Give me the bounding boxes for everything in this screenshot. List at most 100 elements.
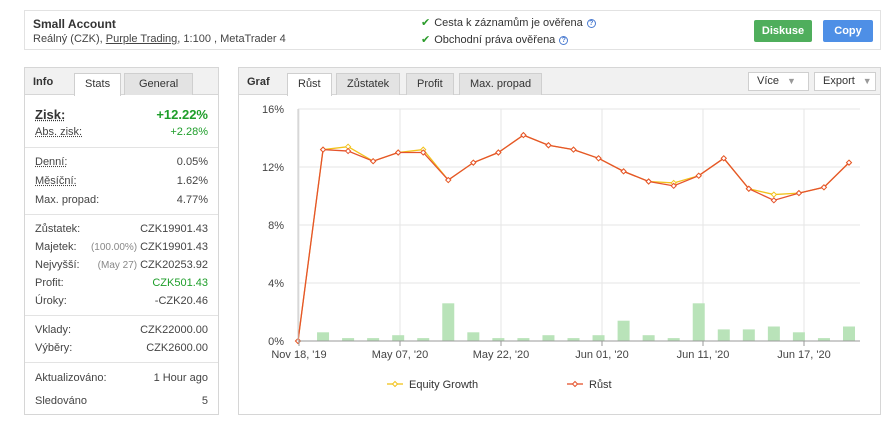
account-header: Small Account Reálný (CZK), Purple Tradi… [24,10,881,50]
stat-label: Denní: [35,156,68,168]
tab-profit[interactable]: Profit [406,73,454,95]
y-tick-label: 12% [262,162,284,174]
graph-title: Graf [247,76,270,88]
broker-link[interactable]: Purple Trading [105,33,178,45]
stat-highest: Nejvyšší: (May 27) CZK20253.92 [35,259,208,275]
volume-bar [692,303,705,341]
volume-bar [442,303,455,341]
volume-bar [317,332,330,341]
tab-balance[interactable]: Zůstatek [336,73,401,95]
series-point [720,155,727,162]
series-point [495,149,502,156]
stat-value: -CZK20.46 [154,295,208,307]
stat-label: Max. propad: [35,194,100,206]
export-dropdown[interactable]: Export ▼ [814,72,876,91]
stat-label: Úroky: [35,295,67,307]
growth-chart[interactable]: 0% 4% 8% 12% 16% Nov 18, '19 May 07, '20 May 22… [239,95,880,415]
stat-monthly: Měsíční: 1.62% [35,175,208,191]
stat-value: CZK19901.43 [140,241,208,253]
stat-equity-pct: (100.00%) [90,242,138,253]
tab-general[interactable]: General [124,73,194,95]
chevron-down-icon: ▼ [862,76,872,86]
stat-highest-date: (May 27) [97,260,138,271]
divider [25,362,218,363]
verified-privileges-text: Obchodní práva ověřena [434,34,556,46]
verified-track-text: Cesta k záznamům je ověřena [434,17,583,29]
series-line [297,134,850,342]
volume-bar [742,329,755,341]
stat-balance: Zůstatek: CZK19901.43 [35,223,208,239]
volume-bar [467,332,480,341]
more-dropdown[interactable]: Více ▼ [748,72,809,91]
volume-bar [592,335,605,341]
volume-bar [617,320,630,341]
stat-value: +2.28% [170,126,208,138]
stat-label: Aktualizováno: [35,372,107,384]
account-title: Small Account [33,17,116,31]
stat-value: 1 Hour ago [153,372,208,384]
series-point [545,142,552,149]
more-label: Více [757,75,780,87]
stat-value: 5 [201,395,208,407]
x-tick-label: Jun 11, '20 [677,349,730,361]
legend-marker [571,380,579,388]
y-tick-label: 0% [268,336,284,348]
stat-deposits: Vklady: CZK22000.00 [35,324,208,340]
volume-bar [792,332,805,341]
stat-label: Zůstatek: [35,223,81,235]
stat-label: Profit: [35,277,64,289]
help-icon[interactable]: ? [559,36,569,45]
stat-value: CZK501.43 [152,277,208,289]
volume-bar [517,338,530,341]
volume-bar [767,326,780,341]
tab-growth[interactable]: Růst [287,73,332,96]
verified-track-record: ✔ Cesta k záznamům je ověřena? [421,16,596,29]
tab-stats[interactable]: Stats [74,73,122,96]
check-icon: ✔ [421,34,431,46]
x-tick-label: May 22, '20 [473,349,530,361]
chevron-down-icon: ▼ [787,76,796,86]
volume-bar [392,335,405,341]
stat-value: CZK19901.43 [140,223,208,235]
volume-bar [717,329,730,341]
stat-label: Abs. zisk: [35,126,83,138]
divider [25,147,218,148]
info-title: Info [33,76,54,88]
account-subtitle: Reálný (CZK), Purple Trading, 1:100 , Me… [33,33,286,45]
series-point [795,189,803,197]
series-point [420,149,427,156]
series-point [394,149,402,156]
series-point [745,185,753,192]
info-tabs: Info Stats General [25,68,218,96]
divider [25,214,218,215]
stat-value: CZK2600.00 [146,342,208,354]
stat-label: Výběry: [35,342,73,354]
y-tick-label: 4% [268,278,284,290]
stat-profit: Profit: CZK501.43 [35,277,208,293]
stat-drawdown: Max. propad: 4.77% [35,194,208,210]
stat-label: Nejvyšší: [35,259,80,271]
info-panel: Info Stats General Zisk: +12.22% Abs. zi… [24,67,219,415]
export-label: Export [823,75,855,87]
divider [25,315,218,316]
series-point [820,184,828,191]
series-point [470,159,477,166]
copy-button[interactable]: Copy [823,20,873,42]
stat-value: +12.22% [156,107,208,122]
volume-bar [843,326,855,341]
tab-drawdown[interactable]: Max. propad [459,73,543,95]
help-icon[interactable]: ? [586,19,596,28]
legend-label: Equity Growth [409,379,478,391]
x-tick-label: Jun 01, '20 [575,349,628,361]
series-point [620,168,627,175]
discuss-button[interactable]: Diskuse [754,20,812,42]
series-point [595,155,602,162]
series-point [445,176,452,184]
graph-tabs: Graf Růst Zůstatek Profit Max. propad Ví… [239,68,880,96]
stat-label: Vklady: [35,324,72,336]
stat-label: Zisk: [35,107,66,122]
stat-abs-gain: Abs. zisk: +2.28% [35,126,208,142]
volume-bar [417,338,430,341]
stat-label: Měsíční: [35,175,77,187]
stat-interest: Úroky: -CZK20.46 [35,295,208,311]
